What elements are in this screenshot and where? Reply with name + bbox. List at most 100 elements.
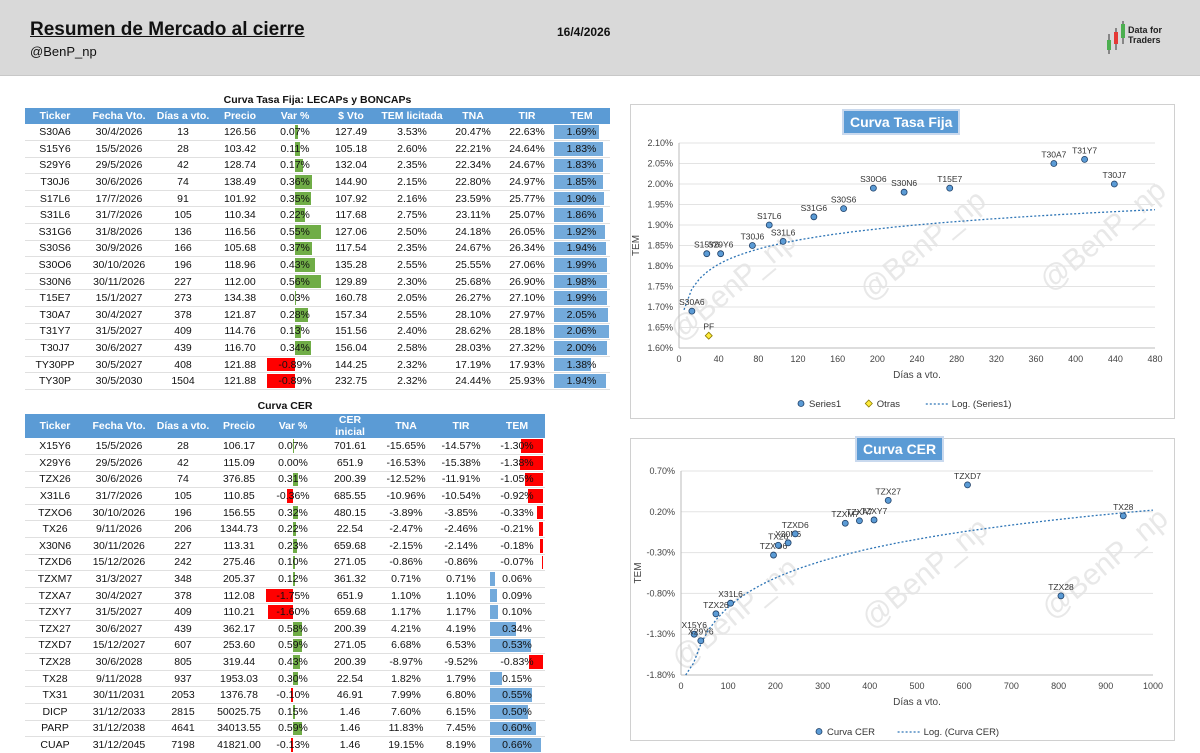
ticker-cell: S17L6 [25, 190, 85, 208]
table-row: TZX27 30/6/2027 439 362.17 0.58% 200.39 4.21% 4… [25, 620, 545, 638]
vto-cell: 127.06 [323, 223, 379, 241]
var-bar [293, 638, 303, 653]
ticker-cell: S29Y6 [25, 157, 85, 175]
table-row: DICP 31/12/2033 2815 50025.75 0.15% 1.46 7.60%… [25, 703, 545, 721]
tir-cell: 27.32% [501, 339, 553, 357]
date-cell: 15/5/2026 [85, 438, 153, 456]
tem-value: 1.83% [566, 159, 597, 172]
tem-cell: 0.06% [489, 570, 545, 588]
cer-inicial-cell: 200.39 [321, 471, 379, 489]
tem-cell: -1.05% [489, 471, 545, 489]
tem-cell: 1.90% [553, 190, 610, 208]
x-tick-label: 320 [989, 354, 1004, 364]
price-cell: 362.17 [213, 620, 265, 638]
data-point [697, 637, 705, 645]
date-cell: 30/5/2027 [85, 356, 153, 374]
tem-cell: 1.38% [553, 356, 610, 374]
cer-inicial-cell: 1.46 [321, 703, 379, 721]
tem-cell: 0.66% [489, 736, 545, 753]
y-tick-label: 1.70% [647, 302, 673, 312]
x-tick-label: 600 [957, 681, 972, 691]
tem-cell: 0.09% [489, 587, 545, 605]
var-bar [295, 158, 303, 173]
tir-cell: 24.67% [501, 157, 553, 175]
x-tick-label: 120 [790, 354, 805, 364]
tem-bar [537, 505, 543, 520]
var-cell: 0.58% [265, 620, 321, 638]
data-point [869, 184, 877, 192]
days-cell: 607 [153, 637, 213, 655]
tna-cell: 0.71% [379, 570, 433, 588]
price-cell: 106.17 [213, 438, 265, 456]
point-label: TZXD7 [954, 471, 981, 481]
var-bar [293, 505, 298, 520]
x-tick-label: 360 [1028, 354, 1043, 364]
var-bar [295, 125, 299, 140]
table-row: S30N6 30/11/2026 227 112.00 0.56% 129.89 2.30%… [25, 273, 610, 291]
tna-cell: -12.52% [379, 471, 433, 489]
date-cell: 31/5/2027 [85, 603, 153, 622]
var-cell: 0.28% [267, 306, 323, 324]
table-row: TY30P 30/5/2030 1504 121.88 -0.89% 232.75 2.32… [25, 372, 610, 390]
price-cell: 113.31 [213, 537, 265, 555]
tem-value: 0.66% [502, 738, 532, 751]
var-bar [293, 472, 298, 487]
var-bar [295, 308, 309, 322]
x-axis-label: Días a vto. [893, 370, 941, 381]
tna-cell: 28.10% [445, 306, 501, 324]
trend-line [683, 209, 1156, 311]
ticker-cell: X30N6 [25, 537, 85, 555]
tem-bar [554, 258, 607, 272]
var-value: 0.13% [280, 325, 310, 338]
date-cell: 9/11/2026 [85, 520, 153, 539]
tir-cell: 26.34% [501, 240, 553, 258]
var-bar [290, 738, 293, 752]
tem-cell: 1.94% [553, 372, 610, 390]
ticker-cell: TY30P [25, 372, 85, 390]
tem-bar [525, 472, 543, 487]
tem-bar [554, 191, 605, 206]
table-row: TZX26 30/6/2026 74 376.85 0.31% 200.39 -12.52%… [25, 471, 545, 489]
date-cell: 15/5/2026 [85, 140, 153, 158]
table-row: TZXA7 30/4/2027 378 112.08 -1.75% 651.9 1.10% 1… [25, 587, 545, 605]
column-header: CER inicial [321, 414, 379, 438]
tna-cell: 20.47% [445, 124, 501, 142]
days-cell: 105 [153, 206, 213, 225]
tem-licitada-cell: 2.55% [379, 306, 445, 324]
var-value: 0.59% [278, 639, 308, 652]
tna-cell: -10.96% [379, 487, 433, 505]
tem-value: 1.98% [566, 275, 597, 288]
column-header: Ticker [25, 108, 85, 124]
price-cell: 319.44 [213, 653, 265, 671]
point-label: S30A6 [679, 297, 705, 307]
price-cell: 115.09 [213, 454, 265, 472]
column-header: Var % [267, 108, 323, 124]
cer-inicial-cell: 1.46 [321, 736, 379, 753]
x-tick-label: 500 [909, 681, 924, 691]
data-point [704, 331, 713, 340]
var-bar [293, 555, 295, 570]
var-cell: 0.22% [265, 520, 321, 539]
table-row: T15E7 15/1/2027 273 134.38 0.03% 160.78 2.05% 2… [25, 289, 610, 308]
days-cell: 378 [153, 587, 213, 605]
table-row: X15Y6 15/5/2026 28 106.17 0.07% 701.61 -15.65%… [25, 438, 545, 456]
var-cell: 0.17% [267, 157, 323, 175]
ticker-cell: CUAP [25, 736, 85, 753]
x-tick-label: 400 [1068, 354, 1083, 364]
legend-otras-swatch [864, 399, 873, 408]
tem-bar [554, 241, 606, 256]
y-tick-label: -0.30% [646, 548, 675, 558]
ticker-cell: T30J7 [25, 339, 85, 357]
tem-cell: 1.83% [553, 157, 610, 175]
column-header: $ Vto [323, 108, 379, 124]
header-banner: Resumen de Mercado al cierre @BenP_np 16… [0, 0, 1200, 76]
column-header: TNA [379, 414, 433, 438]
point-label: TZXD6 [782, 520, 809, 530]
x-tick-label: 80 [753, 354, 763, 364]
days-cell: 166 [153, 240, 213, 258]
ticker-cell: S30A6 [25, 124, 85, 142]
vto-cell: 129.89 [323, 273, 379, 291]
days-cell: 439 [153, 620, 213, 638]
point-label: TZXY7 [861, 506, 888, 516]
legend-label: Log. (Curva CER) [924, 727, 1000, 738]
